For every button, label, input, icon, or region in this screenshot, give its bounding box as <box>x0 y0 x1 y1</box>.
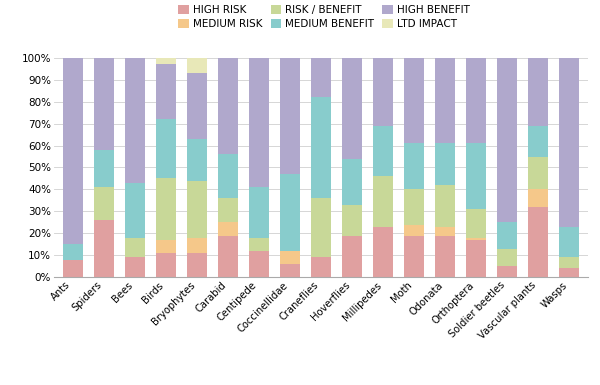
Bar <box>187 181 207 238</box>
Bar <box>466 143 487 209</box>
Bar <box>435 236 455 277</box>
Bar <box>559 58 580 227</box>
Bar <box>155 119 176 179</box>
Bar <box>187 253 207 277</box>
Bar <box>311 58 331 97</box>
Bar <box>280 174 300 251</box>
Bar <box>497 222 517 249</box>
Bar <box>187 139 207 181</box>
Bar <box>404 189 424 224</box>
Bar <box>404 224 424 236</box>
Bar <box>249 58 269 187</box>
Bar <box>404 236 424 277</box>
Bar <box>311 258 331 277</box>
Bar <box>528 207 548 277</box>
Bar <box>559 268 580 277</box>
Bar <box>342 159 362 205</box>
Bar <box>497 249 517 266</box>
Bar <box>497 58 517 222</box>
Bar <box>187 238 207 253</box>
Bar <box>528 58 548 126</box>
Bar <box>218 58 238 154</box>
Bar <box>218 198 238 222</box>
Bar <box>62 259 83 277</box>
Bar <box>187 73 207 139</box>
Bar <box>218 154 238 198</box>
Bar <box>94 220 114 277</box>
Bar <box>435 58 455 143</box>
Bar <box>94 187 114 220</box>
Bar <box>373 227 393 277</box>
Bar <box>466 238 487 240</box>
Bar <box>497 266 517 277</box>
Bar <box>125 238 145 258</box>
Bar <box>249 238 269 251</box>
Bar <box>466 209 487 238</box>
Bar <box>62 58 83 244</box>
Bar <box>466 58 487 143</box>
Bar <box>466 240 487 277</box>
Bar <box>435 143 455 185</box>
Bar <box>62 244 83 259</box>
Bar <box>528 189 548 207</box>
Bar <box>373 58 393 126</box>
Bar <box>155 253 176 277</box>
Bar <box>249 187 269 238</box>
Bar <box>404 143 424 189</box>
Bar <box>311 198 331 258</box>
Legend: HIGH RISK, MEDIUM RISK, RISK / BENEFIT, MEDIUM BENEFIT, HIGH BENEFIT, LTD IMPACT: HIGH RISK, MEDIUM RISK, RISK / BENEFIT, … <box>178 5 470 29</box>
Bar <box>342 205 362 236</box>
Bar <box>125 183 145 238</box>
Bar <box>155 179 176 240</box>
Bar <box>342 236 362 277</box>
Bar <box>155 64 176 119</box>
Bar <box>249 251 269 277</box>
Bar <box>218 236 238 277</box>
Bar <box>280 251 300 264</box>
Bar <box>559 227 580 258</box>
Bar <box>187 58 207 73</box>
Bar <box>155 240 176 253</box>
Bar <box>280 58 300 174</box>
Bar <box>435 227 455 236</box>
Bar <box>404 58 424 143</box>
Bar <box>125 58 145 183</box>
Bar <box>155 58 176 64</box>
Bar <box>373 176 393 227</box>
Bar <box>311 97 331 198</box>
Bar <box>559 258 580 268</box>
Bar <box>528 156 548 189</box>
Bar <box>125 258 145 277</box>
Bar <box>218 222 238 236</box>
Bar <box>373 126 393 176</box>
Bar <box>435 185 455 227</box>
Bar <box>528 126 548 156</box>
Bar <box>94 150 114 187</box>
Bar <box>94 58 114 150</box>
Bar <box>342 58 362 159</box>
Bar <box>280 264 300 277</box>
